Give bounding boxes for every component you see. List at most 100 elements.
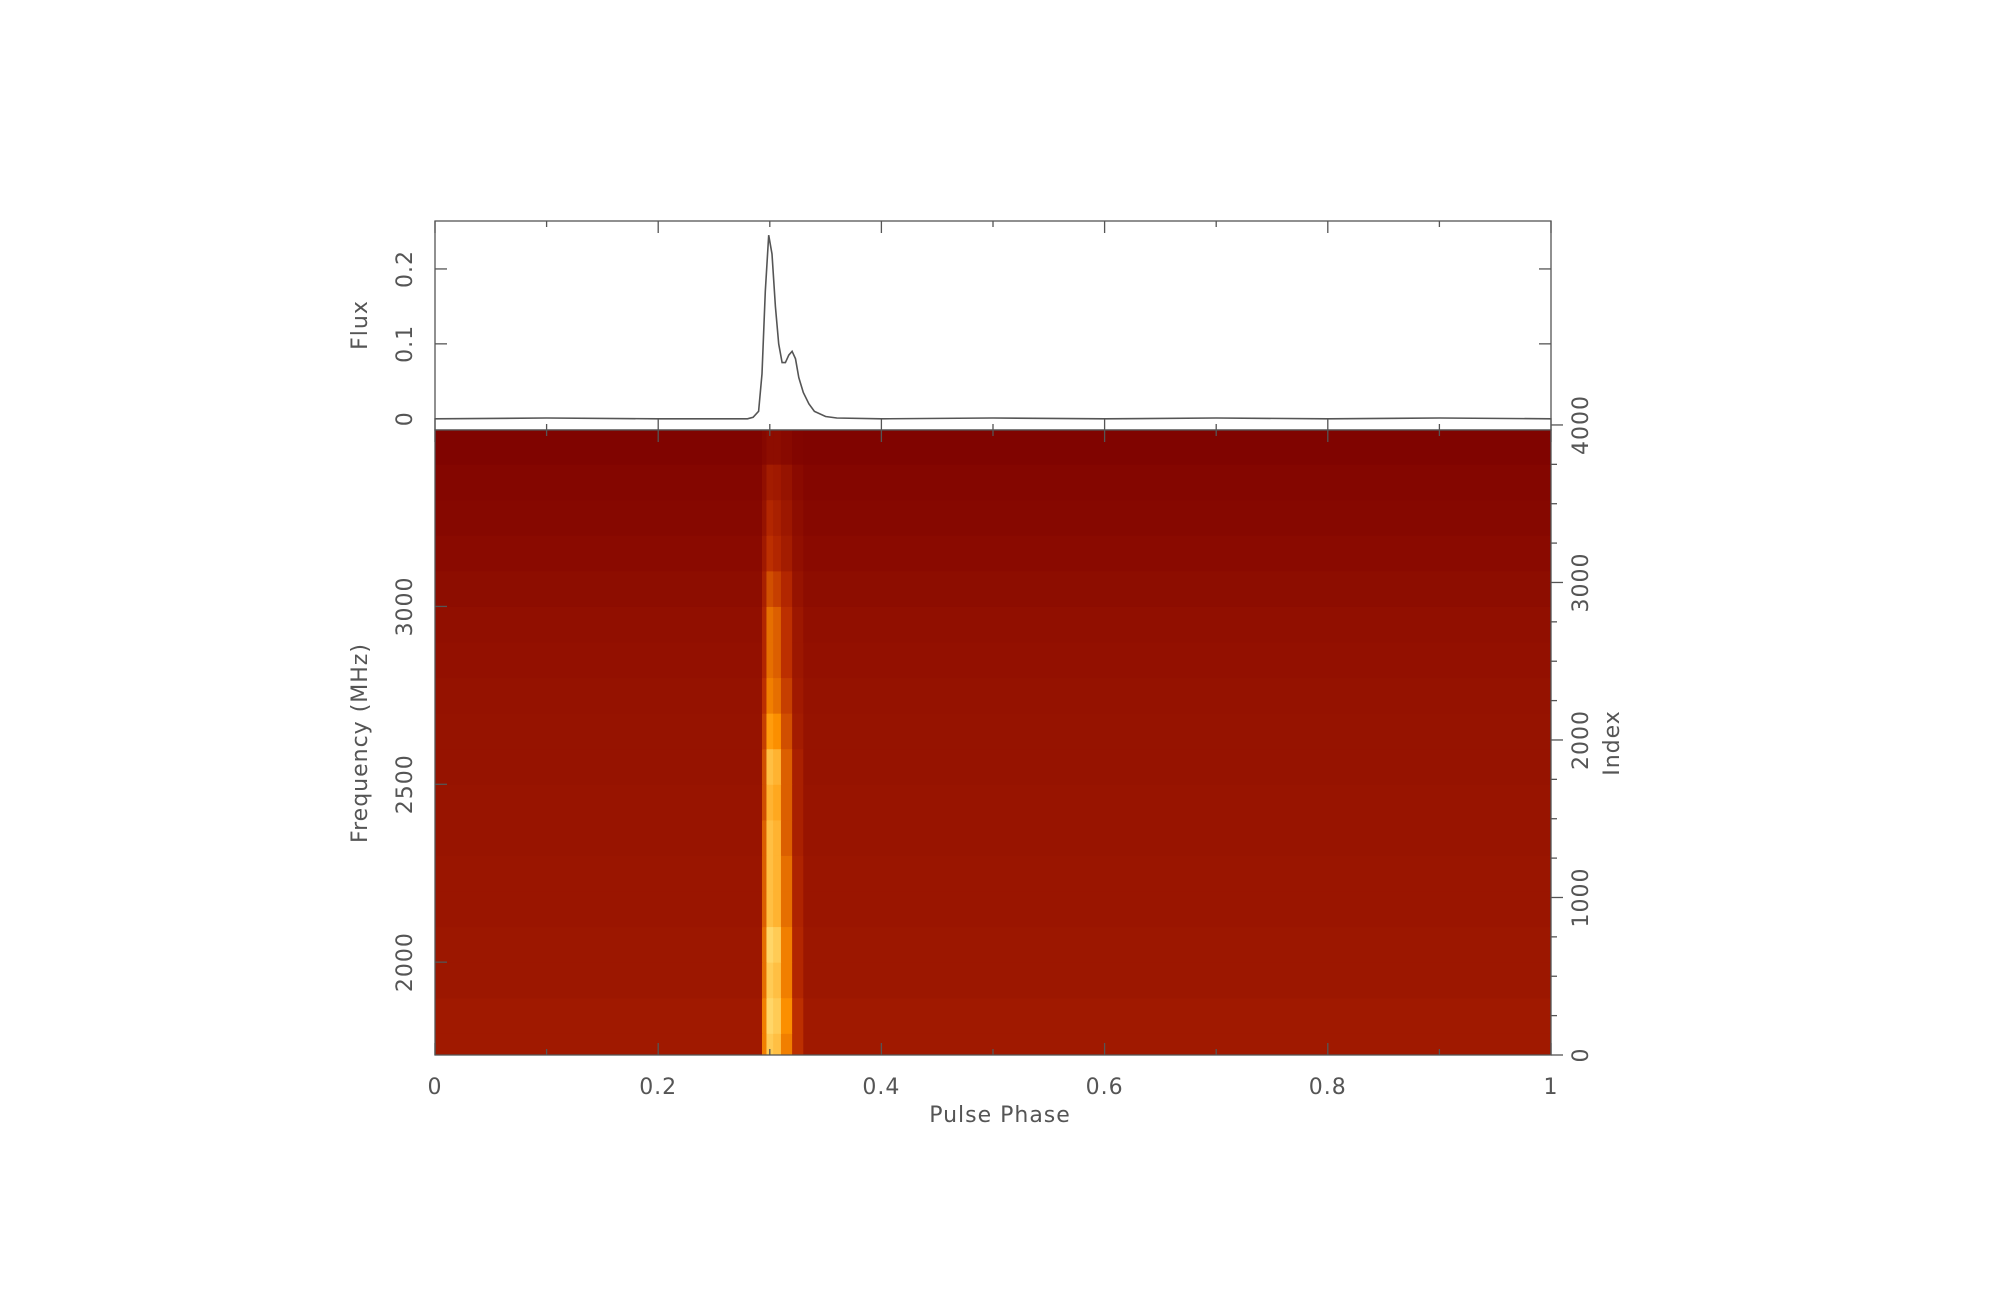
heatmap-cell [780,748,793,785]
heatmap-cell [780,464,793,501]
heatmap-cell [766,891,774,928]
heatmap-cell [780,677,793,714]
heatmap-cell [435,430,763,465]
heatmap-cell [803,855,1552,892]
y2-tick-label: 0 [1569,1048,1594,1063]
heatmap-cell [435,464,763,501]
heatmap-cell [780,926,793,963]
heatmap-cell [803,891,1552,928]
x-tick-label: 0.6 [1086,1075,1124,1100]
heatmap-cell [773,464,782,501]
heatmap-cell [792,962,804,999]
heatmap-cell [761,606,767,643]
heatmap-cell [773,926,782,963]
heatmap-cell [792,713,804,750]
heatmap-cell [435,962,763,999]
heatmap-cell [803,570,1552,607]
heatmap-cell [761,962,767,999]
heatmap-cell [780,855,793,892]
heatmap-cell [792,464,804,501]
heatmap-cell [803,464,1552,501]
heatmap-cell [803,784,1552,821]
x-tick-label: 0 [428,1075,443,1100]
heatmap-cell [435,997,763,1034]
heatmap-cell [761,642,767,679]
heatmap-cell [766,464,774,501]
heatmap-cell [435,642,763,679]
heatmap-cell [435,784,763,821]
heatmap-cell [792,997,804,1034]
heatmap-cell [792,891,804,928]
heatmap-cell [773,430,782,465]
heatmap-cell [803,677,1552,714]
heatmap-cell [766,570,774,607]
heatmap-cell [792,926,804,963]
x-axis-label: Pulse Phase [929,1103,1071,1128]
heatmap-cell [766,606,774,643]
heatmap-cell [766,713,774,750]
heatmap-cell [780,570,793,607]
heatmap-cell [773,1033,782,1056]
heatmap-cell [766,784,774,821]
heatmap-cell [435,891,763,928]
heatmap-cell [435,606,763,643]
heatmap-cell [803,499,1552,536]
heatmap-cell [773,713,782,750]
y2-tick-label: 3000 [1569,552,1594,612]
heatmap-cell [773,962,782,999]
heatmap-cell [792,606,804,643]
heatmap-cell [435,748,763,785]
heatmap-cell [803,535,1552,572]
heatmap-cell [435,535,763,572]
heatmap-cell [435,677,763,714]
heatmap-cell [761,499,767,536]
heatmap-cell [761,891,767,928]
heatmap-cell [792,642,804,679]
heatmap-cell [761,926,767,963]
heatmap-cell [435,819,763,856]
heatmap-cell [792,855,804,892]
heatmap-cell [761,570,767,607]
heatmap-cell [803,713,1552,750]
heatmap-cell [761,784,767,821]
heatmap-cell [761,464,767,501]
heatmap-cell [766,535,774,572]
heatmap-cell [766,962,774,999]
heatmap-cell [761,855,767,892]
heatmap-cell [773,855,782,892]
heatmap-cell [766,926,774,963]
heatmap-cell [792,819,804,856]
y2-tick-label: 4000 [1569,395,1594,455]
heatmap-cell [435,1033,763,1056]
heatmap-cell [792,677,804,714]
heatmap-cell [780,430,793,465]
heatmap-cell [780,713,793,750]
heatmap-cell [780,606,793,643]
heatmap-cell [435,499,763,536]
heatmap-cell [761,819,767,856]
heatmap-cell [792,499,804,536]
heatmap-cell [761,535,767,572]
heatmap-cell [803,642,1552,679]
heatmap-cell [803,926,1552,963]
heatmap-cell [761,430,767,465]
heatmap-cell [803,1033,1552,1056]
heatmap-cell [780,784,793,821]
heatmap-cell [780,499,793,536]
heatmap-cell [773,606,782,643]
heatmap-cell [792,1033,804,1056]
heatmap-cell [780,642,793,679]
profile-line [434,235,1552,420]
y2-tick-label: 2000 [1569,710,1594,770]
heatmap-cell [435,713,763,750]
heatmap-cell [780,997,793,1034]
y2-axis-label: Index [1600,710,1625,776]
heatmap-cell [780,891,793,928]
heatmap-cell [780,535,793,572]
heatmap-cell [761,997,767,1034]
y-tick-label: 2500 [393,754,418,814]
heatmap-cell [773,997,782,1034]
heatmap-cell [773,535,782,572]
y-tick-label: 0 [393,411,418,426]
